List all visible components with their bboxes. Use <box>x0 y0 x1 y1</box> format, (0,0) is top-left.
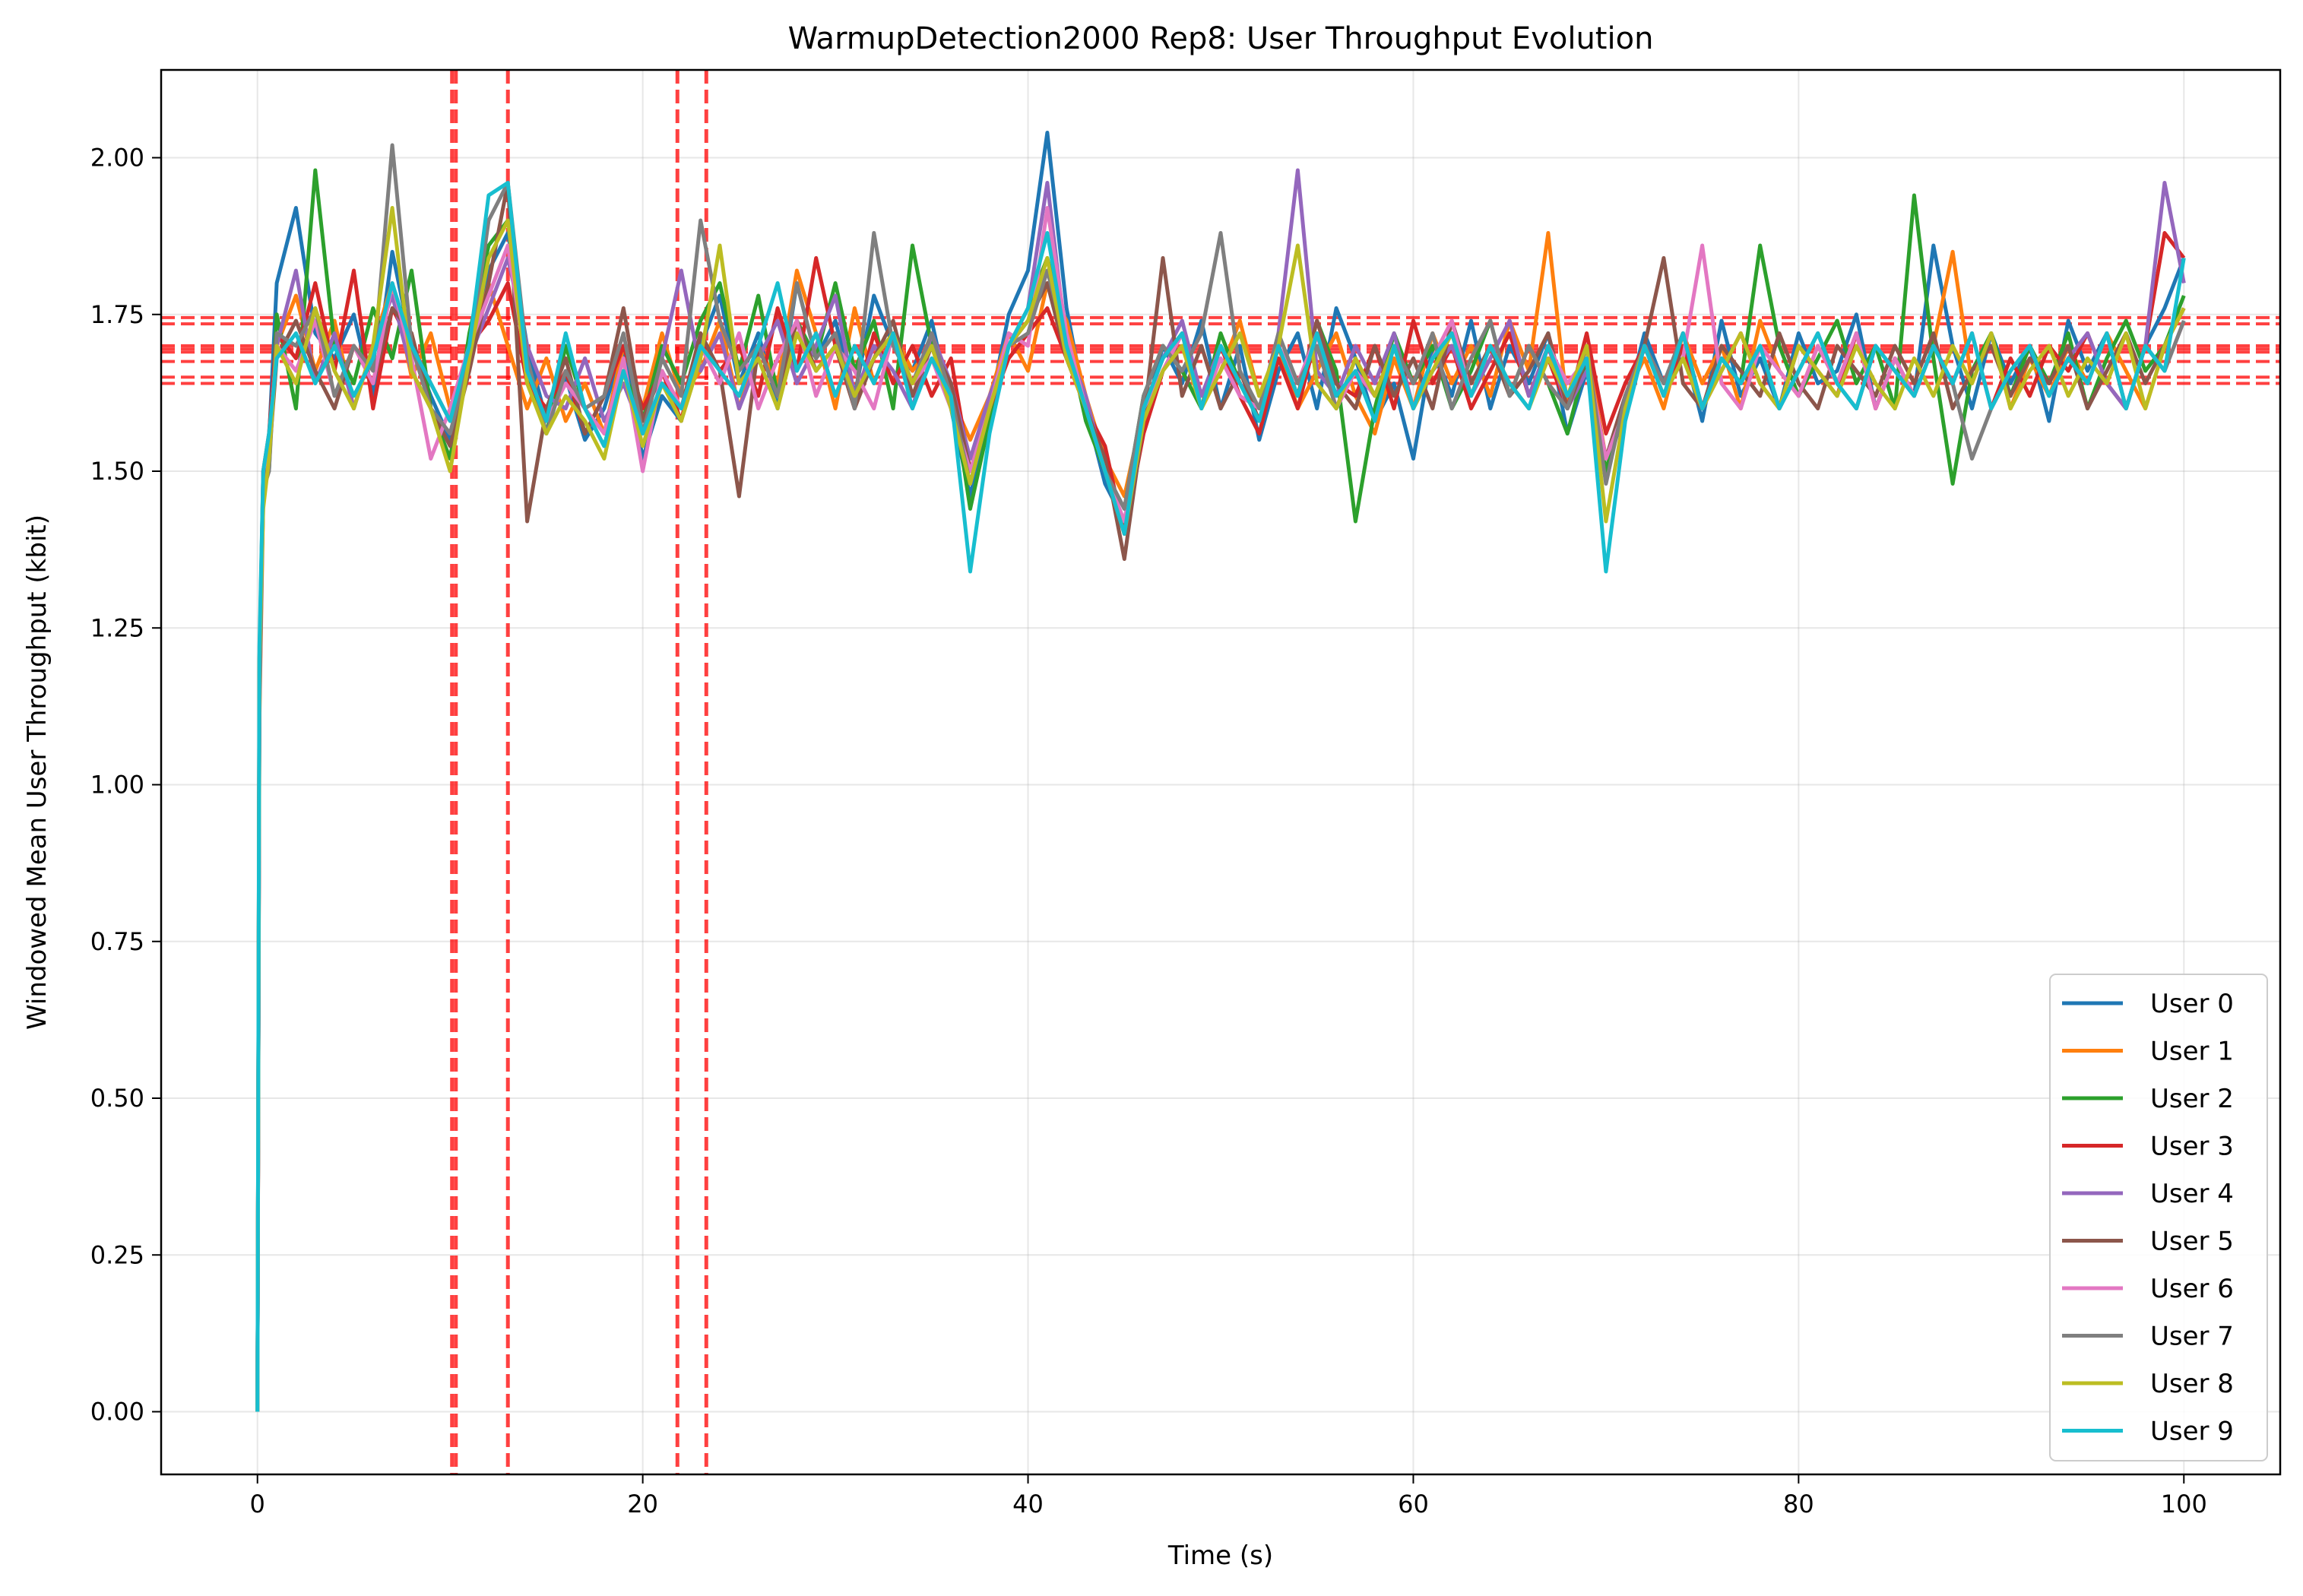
x-tick-label: 20 <box>627 1490 658 1518</box>
x-tick-label: 0 <box>250 1490 265 1518</box>
y-tick-label: 2.00 <box>90 144 144 173</box>
x-tick-label: 100 <box>2161 1490 2207 1518</box>
legend-label: User 7 <box>2150 1322 2234 1352</box>
legend-label: User 5 <box>2150 1227 2234 1257</box>
legend-label: User 9 <box>2150 1417 2234 1447</box>
legend-label: User 2 <box>2150 1084 2234 1114</box>
y-tick-label: 0.00 <box>90 1398 144 1427</box>
x-axis: 0 20 40 60 80 100 <box>250 1474 2207 1518</box>
x-tick-label: 80 <box>1783 1490 1814 1518</box>
legend: User 0 User 1 User 2 User 3 User 4 User 5 User… <box>2049 974 2268 1461</box>
legend-label: User 4 <box>2150 1179 2234 1209</box>
x-tick-label: 40 <box>1012 1490 1044 1518</box>
chart-title: WarmupDetection2000 Rep8: User Throughpu… <box>788 21 1654 56</box>
y-tick-label: 1.00 <box>90 771 144 800</box>
legend-label: User 0 <box>2150 989 2234 1019</box>
legend-box <box>2049 974 2268 1461</box>
y-axis: 0.00 0.25 0.50 0.75 1.00 1.25 1.50 1.75 2.00 <box>90 144 161 1427</box>
y-tick-label: 1.25 <box>90 613 144 642</box>
y-tick-label: 1.50 <box>90 457 144 486</box>
legend-label: User 6 <box>2150 1274 2234 1304</box>
y-axis-label: Windowed Mean User Throughput (kbit) <box>22 515 52 1030</box>
legend-label: User 8 <box>2150 1369 2234 1399</box>
y-tick-label: 0.75 <box>90 927 144 956</box>
legend-label: User 1 <box>2150 1037 2234 1067</box>
y-tick-label: 0.25 <box>90 1240 144 1269</box>
series-line-user-9 <box>255 181 2186 1412</box>
x-tick-label: 60 <box>1398 1490 1429 1518</box>
x-axis-label: Time (s) <box>1167 1541 1273 1571</box>
plot-frame <box>160 68 2282 1476</box>
legend-label: User 3 <box>2150 1132 2234 1162</box>
y-tick-label: 1.75 <box>90 300 144 329</box>
series-group <box>255 131 2186 1412</box>
y-tick-label: 0.50 <box>90 1084 144 1113</box>
